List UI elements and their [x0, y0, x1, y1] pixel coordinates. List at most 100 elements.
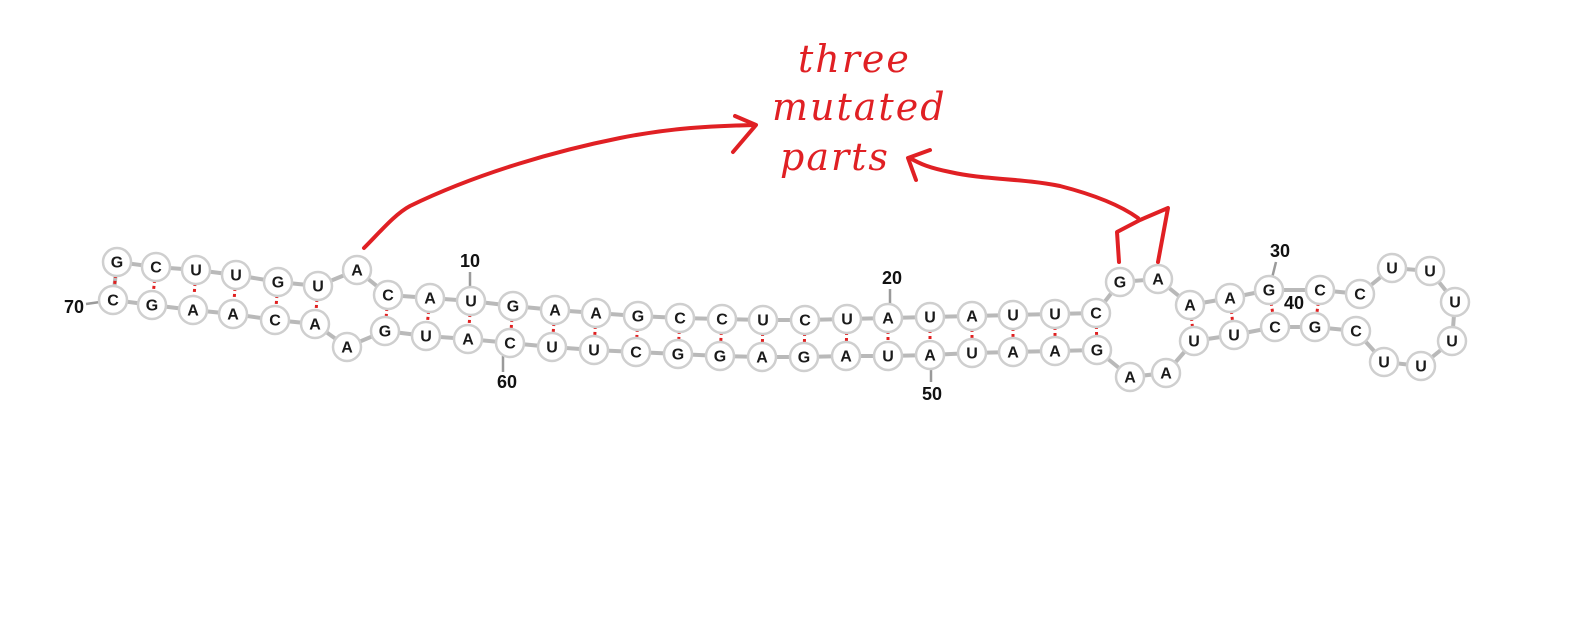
nt-left-inner-1: G [136, 289, 168, 321]
nucleotide-letter: A [840, 349, 852, 366]
nt-left-inner-2: A [177, 294, 209, 326]
nt-stem-top-14: U [914, 301, 946, 333]
nt-stem-bottom-2: U [410, 320, 442, 352]
nt-stem-bottom-10: A [746, 341, 778, 373]
nucleotide-letter: U [588, 343, 600, 360]
nucleotide-circle [1376, 252, 1408, 284]
nucleotide-letter: A [590, 306, 602, 323]
nucleotide-circle [746, 341, 778, 373]
nucleotide-letter: U [966, 346, 978, 363]
nucleotide-letter: A [756, 350, 768, 367]
nucleotide-letter: G [714, 349, 726, 366]
nt-hairpin-left-1: C [1304, 274, 1336, 306]
nucleotide-circle [914, 301, 946, 333]
nt-stem-top-8: C [664, 302, 696, 334]
nt-stem-bottom-12: A [830, 340, 862, 372]
nucleotide-letter: U [465, 294, 477, 311]
nucleotide-circle [872, 340, 904, 372]
nucleotide-circle [220, 259, 252, 291]
nucleotide-letter: U [1228, 328, 1240, 345]
nucleotide-letter: C [716, 312, 728, 329]
nucleotide-letter: A [1184, 298, 1196, 315]
nucleotide-letter: A [882, 311, 894, 328]
mutation-bracket [1115, 206, 1170, 264]
nucleotide-circle [1039, 298, 1071, 330]
nucleotide-circle [1218, 319, 1250, 351]
nucleotide-circle [997, 336, 1029, 368]
nt-stem-bottom-17: A [1039, 335, 1071, 367]
nt-junction-bottom-2: U [1178, 325, 1210, 357]
nucleotide-circle [1039, 335, 1071, 367]
nucleotide-letter: U [1378, 355, 1390, 372]
nucleotide-letter: U [420, 329, 432, 346]
nucleotide-letter: U [1386, 261, 1398, 278]
nt-left-outer-4: G [262, 266, 294, 298]
nt-stem-top-10: U [747, 304, 779, 336]
position-label-50: 50 [922, 384, 942, 404]
nucleotide-letter: A [351, 263, 363, 280]
nt-left-inner-3: A [217, 298, 249, 330]
nucleotide-circle [789, 304, 821, 336]
nucleotide-letter: U [1007, 308, 1019, 325]
nucleotide-letter: C [674, 311, 686, 328]
nucleotide-circle [262, 266, 294, 298]
annotation-line-1: three [798, 37, 911, 81]
nt-stem-bottom-16: A [997, 336, 1029, 368]
nucleotide-letter: A [341, 340, 353, 357]
nucleotide-circle [1414, 255, 1446, 287]
nucleotide-circle [1142, 263, 1174, 295]
position-label-40: 40 [1284, 293, 1304, 313]
nt-stem-top-0: A [341, 254, 373, 286]
nucleotide-letter: C [1090, 306, 1102, 323]
nucleotide-letter: G [1263, 283, 1275, 300]
nucleotide-letter: C [799, 313, 811, 330]
nucleotide-letter: C [1314, 283, 1326, 300]
nt-hairpin-loop-1: U [1376, 252, 1408, 284]
nucleotide-letter: U [1049, 307, 1061, 324]
position-label-60: 60 [497, 372, 517, 392]
nucleotide-circle [341, 254, 373, 286]
nucleotide-circle [372, 279, 404, 311]
nucleotide-letter: G [1091, 343, 1103, 360]
nucleotide-circle [1150, 357, 1182, 389]
nucleotide-circle [578, 334, 610, 366]
nucleotide-letter: A [1152, 272, 1164, 289]
nt-stem-top-7: G [622, 300, 654, 332]
nt-left-inner-5: A [299, 308, 331, 340]
nt-left-bulge: A [331, 331, 363, 363]
nucleotide-circle [1439, 286, 1471, 318]
nucleotide-letter: U [882, 349, 894, 366]
nucleotide-circle [1253, 274, 1285, 306]
position-label-20: 20 [882, 268, 902, 288]
nt-stem-top-9: C [706, 303, 738, 335]
nt-stem-bottom-15: U [956, 337, 988, 369]
nucleotide-circle [1259, 311, 1291, 343]
nucleotide-letter: C [1354, 287, 1366, 304]
nucleotide-letter: G [1114, 275, 1126, 292]
position-label-70: 70 [64, 297, 84, 317]
position-label-30: 30 [1270, 241, 1290, 261]
nt-stem-bottom-3: A [452, 323, 484, 355]
nucleotide-circle [1405, 350, 1437, 382]
nucleotide-circle [788, 341, 820, 373]
nucleotide-letter: C [150, 260, 162, 277]
nt-hairpin-loop-6: U [1368, 346, 1400, 378]
nt-stem-top-15: A [956, 300, 988, 332]
nt-hairpin-loop-0: C [1344, 278, 1376, 310]
annotation-line-3: parts [780, 135, 890, 179]
nucleotide-circle [1304, 274, 1336, 306]
nucleotide-circle [140, 251, 172, 283]
nucleotide-circle [1344, 278, 1376, 310]
nt-junction-top-1: A [1142, 263, 1174, 295]
nucleotide-letter: U [1424, 264, 1436, 281]
nucleotide-letter: G [507, 299, 519, 316]
nucleotide-circle [539, 294, 571, 326]
nt-stem-bottom-6: U [578, 334, 610, 366]
nucleotide-letter: C [630, 345, 642, 362]
nucleotide-circle [831, 303, 863, 335]
nucleotide-letter: A [187, 303, 199, 320]
nucleotide-circle [622, 300, 654, 332]
nucleotide-circle [1178, 325, 1210, 357]
nucleotide-circle [452, 323, 484, 355]
nucleotide-circle [1299, 311, 1331, 343]
